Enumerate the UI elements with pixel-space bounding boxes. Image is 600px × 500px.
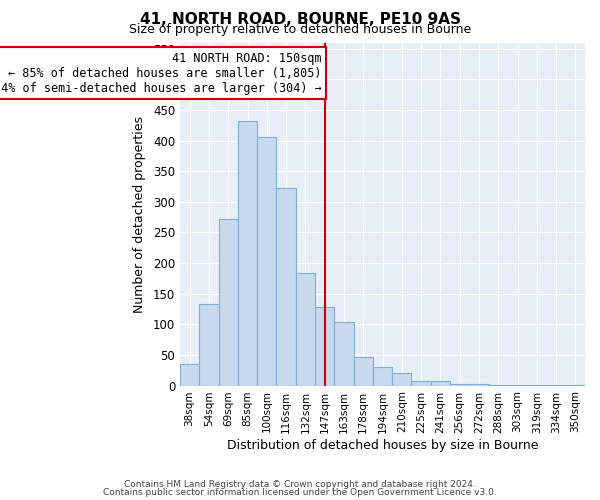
Text: Contains HM Land Registry data © Crown copyright and database right 2024.: Contains HM Land Registry data © Crown c… — [124, 480, 476, 489]
Bar — [412, 380, 431, 386]
Bar — [315, 307, 334, 386]
Bar — [180, 364, 199, 386]
Bar — [373, 367, 392, 386]
Bar — [199, 304, 218, 386]
Bar — [277, 188, 296, 386]
Bar — [527, 385, 547, 386]
Bar — [334, 322, 353, 386]
Bar — [488, 385, 508, 386]
Bar — [353, 358, 373, 386]
Bar — [392, 372, 412, 386]
Bar — [431, 382, 450, 386]
Text: 41, NORTH ROAD, BOURNE, PE10 9AS: 41, NORTH ROAD, BOURNE, PE10 9AS — [139, 12, 461, 26]
Bar — [296, 274, 315, 386]
Y-axis label: Number of detached properties: Number of detached properties — [133, 116, 146, 312]
Bar — [469, 384, 488, 386]
Bar — [508, 385, 527, 386]
Text: 41 NORTH ROAD: 150sqm
← 85% of detached houses are smaller (1,805)
14% of semi-d: 41 NORTH ROAD: 150sqm ← 85% of detached … — [0, 52, 322, 94]
Bar — [218, 219, 238, 386]
Bar — [238, 121, 257, 386]
Bar — [450, 384, 469, 386]
Bar — [547, 385, 566, 386]
Text: Contains public sector information licensed under the Open Government Licence v3: Contains public sector information licen… — [103, 488, 497, 497]
Bar — [257, 138, 277, 386]
Text: Size of property relative to detached houses in Bourne: Size of property relative to detached ho… — [129, 24, 471, 36]
X-axis label: Distribution of detached houses by size in Bourne: Distribution of detached houses by size … — [227, 440, 538, 452]
Bar — [566, 385, 585, 386]
